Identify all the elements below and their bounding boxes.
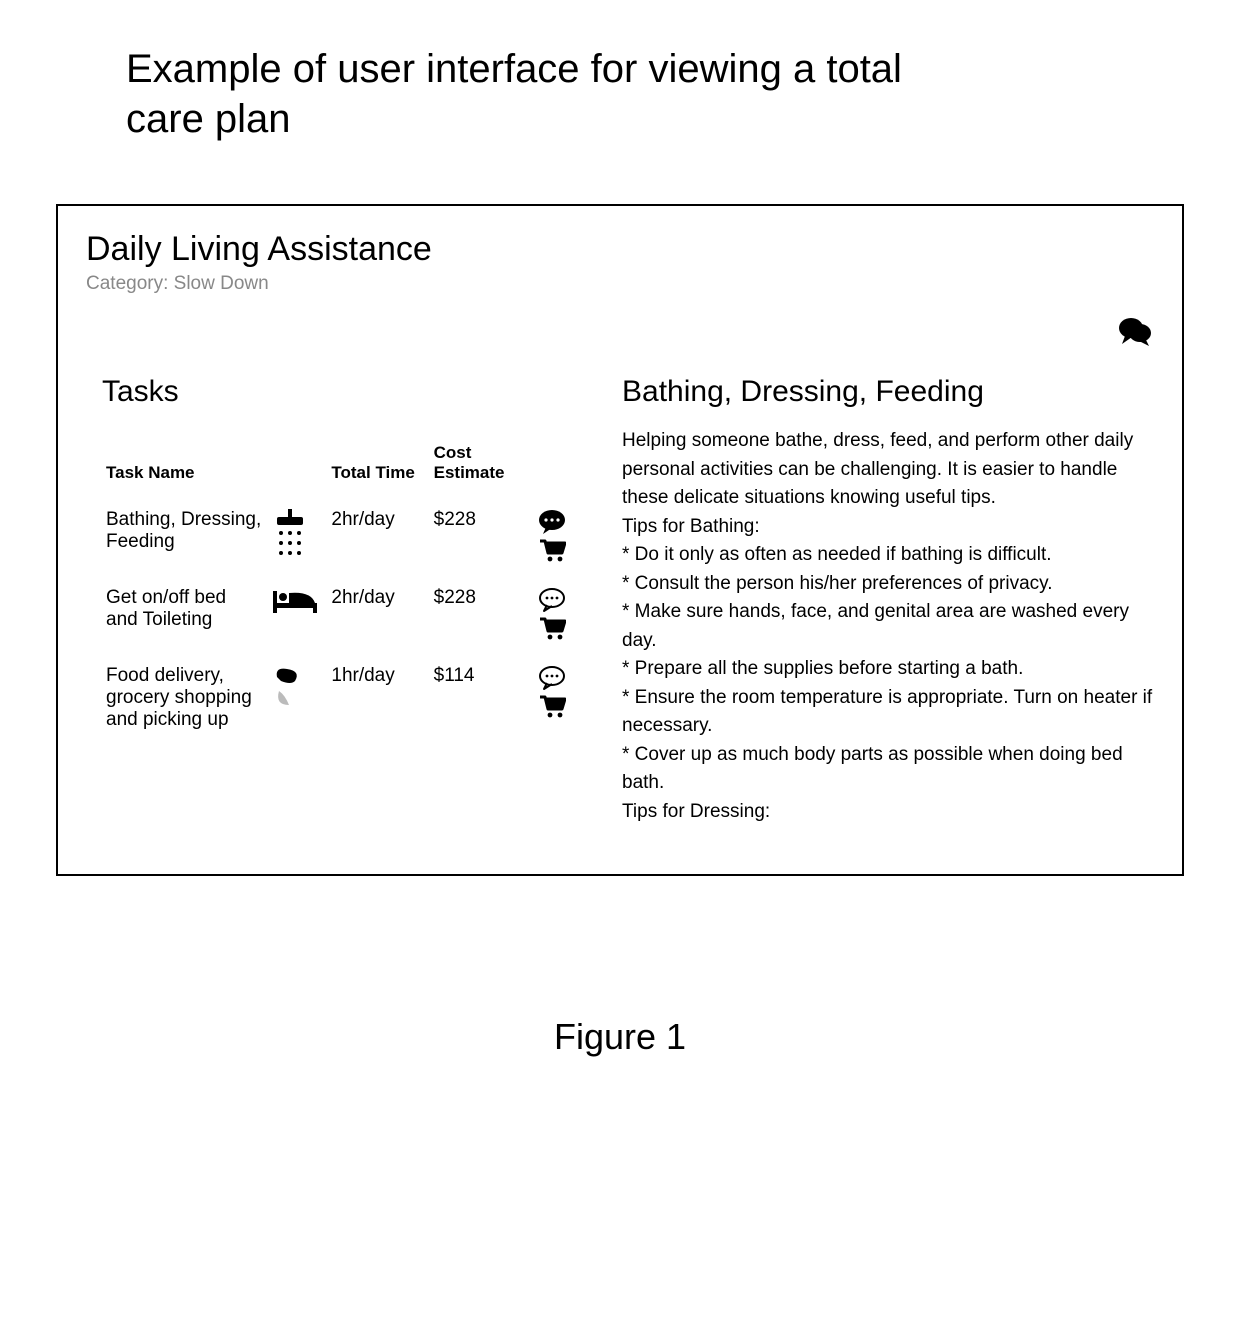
panel-category: Category: Slow Down <box>86 273 1154 295</box>
task-cost: $228 <box>430 575 522 653</box>
figure-caption: Figure 1 <box>56 1016 1184 1058</box>
col-cost-estimate: Cost Estimate <box>430 437 522 497</box>
chat-icon[interactable] <box>1118 316 1152 346</box>
cart-icon[interactable] <box>538 539 566 563</box>
page-title: Example of user interface for viewing a … <box>126 44 986 144</box>
comment-outline-icon[interactable] <box>537 665 567 691</box>
table-row[interactable]: Food delivery, grocery shopping and pick… <box>102 653 582 743</box>
cart-icon[interactable] <box>538 617 566 641</box>
detail-heading: Bathing, Dressing, Feeding <box>622 375 1154 409</box>
shower-icon <box>271 509 324 561</box>
detail-body: Helping someone bathe, dress, feed, and … <box>622 427 1154 826</box>
bed-icon <box>271 587 324 617</box>
tasks-heading: Tasks <box>102 375 582 409</box>
task-time: 2hr/day <box>327 575 429 653</box>
task-time: 2hr/day <box>327 497 429 575</box>
task-time: 1hr/day <box>327 653 429 743</box>
tasks-table: Task Name Total Time Cost Estimate Bathi… <box>102 437 582 743</box>
table-header-row: Task Name Total Time Cost Estimate <box>102 437 582 497</box>
comment-icon[interactable] <box>537 509 567 535</box>
table-row[interactable]: Bathing, Dressing, Feeding <box>102 497 582 575</box>
comment-outline-icon[interactable] <box>537 587 567 613</box>
delivery-icon <box>271 665 324 709</box>
col-total-time: Total Time <box>327 437 429 497</box>
tasks-column: Tasks Task Name Total Time Cost Estimate <box>86 375 582 826</box>
task-name: Get on/off bed and Toileting <box>102 575 267 653</box>
care-plan-panel: Daily Living Assistance Category: Slow D… <box>56 204 1184 876</box>
task-name: Bathing, Dressing, Feeding <box>102 497 267 575</box>
task-name: Food delivery, grocery shopping and pick… <box>102 653 267 743</box>
panel-heading: Daily Living Assistance <box>86 230 1154 269</box>
col-actions <box>521 437 582 497</box>
task-cost: $114 <box>430 653 522 743</box>
detail-column: Bathing, Dressing, Feeding Helping someo… <box>622 375 1154 826</box>
table-row[interactable]: Get on/off bed and Toileting <box>102 575 582 653</box>
task-cost: $228 <box>430 497 522 575</box>
col-task-name: Task Name <box>102 437 267 497</box>
cart-icon[interactable] <box>538 695 566 719</box>
col-icon <box>267 437 328 497</box>
